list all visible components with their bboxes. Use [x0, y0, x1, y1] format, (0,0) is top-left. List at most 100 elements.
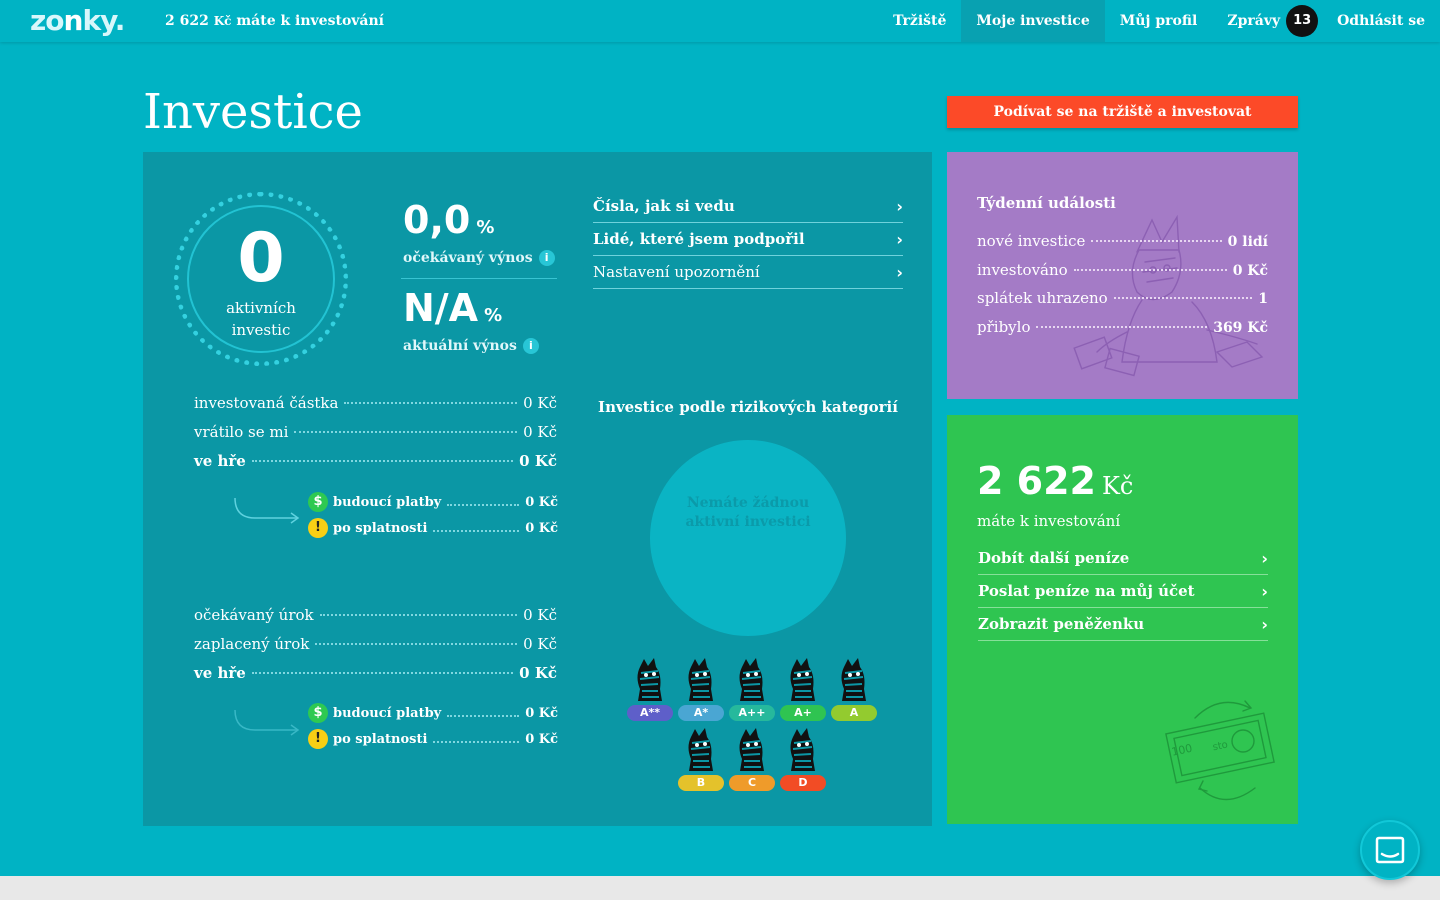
header-balance-currency: Kč [213, 14, 232, 28]
link-withdraw-label: Poslat peníze na můj účet [978, 582, 1195, 600]
interest-in-play-row: ve hře 0 Kč [194, 664, 557, 693]
nav-market[interactable]: Tržiště [893, 13, 947, 29]
row-label: očekávaný úrok [194, 606, 314, 624]
risk-rating-item: B [678, 727, 724, 791]
link-show-wallet-label: Zobrazit peněženku [978, 615, 1145, 633]
link-top-up[interactable]: Dobít další peníze › [978, 542, 1268, 575]
link-my-stats-label: Čísla, jak si vedu [593, 197, 735, 215]
info-icon[interactable]: i [538, 250, 555, 266]
page: zonky. 2 622 Kč máte k investování Tržiš… [0, 0, 1440, 880]
wallet-amount: 2 622 Kč [977, 459, 1133, 503]
risk-rating-item: A+ [780, 657, 826, 721]
row-label: budoucí platby [333, 705, 442, 721]
go-to-market-button[interactable]: Podívat se na tržiště a investovat [947, 96, 1298, 128]
chevron-right-icon: › [896, 196, 903, 216]
dotted-leader [433, 530, 520, 532]
risk-rating-pill: A++ [729, 705, 775, 721]
zebra-head-icon [739, 658, 764, 701]
expected-yield-value: 0,0 [403, 198, 471, 242]
chevron-right-icon: › [1261, 548, 1268, 568]
nav-messages-label: Zprávy [1227, 13, 1281, 29]
row-label: po splatnosti [333, 731, 428, 747]
banknote-illustration-icon: 100 sto [1165, 700, 1275, 801]
dotted-leader [344, 402, 518, 404]
zebra-head-icon [841, 658, 866, 701]
zebra-head-icon [790, 658, 815, 701]
weekly-events-title: Týdenní události [977, 194, 1116, 212]
nav-logout[interactable]: Odhlásit se [1337, 13, 1425, 29]
link-show-wallet[interactable]: Zobrazit peněženku › [978, 608, 1268, 641]
stat-divider [401, 278, 557, 279]
principal-future-row: $ budoucí platby 0 Kč [308, 489, 558, 515]
row-label: 0 Kč [525, 520, 558, 536]
principal-returned-row: vrátilo se mi 0 Kč [194, 423, 557, 452]
link-supported-people-label: Lidé, které jsem podpořil [593, 230, 805, 248]
dotted-leader [447, 504, 520, 506]
link-notification-settings[interactable]: Nastavení upozornění › [593, 256, 903, 289]
chat-icon [1375, 836, 1405, 864]
risk-rating-pill: C [729, 775, 775, 791]
row-label: 0 Kč [525, 494, 558, 510]
arrow-icon [234, 497, 300, 524]
link-withdraw[interactable]: Poslat peníze na můj účet › [978, 575, 1268, 608]
interest-summary: očekávaný úrok 0 Kč zaplacený úrok 0 Kč ve… [194, 606, 557, 693]
nav-my-profile[interactable]: Můj profil [1119, 13, 1198, 29]
banknote-sto-label: sto [1212, 739, 1229, 753]
risk-rating-item: A++ [729, 657, 775, 721]
risk-rating-item: A [831, 657, 877, 721]
row-label: po splatnosti [333, 520, 428, 536]
dotted-leader [1113, 297, 1253, 299]
interest-future-row: $ budoucí platby 0 Kč [308, 700, 558, 726]
weekly-events-card: Týdenní události nové investice 0 lidí in… [947, 152, 1298, 399]
dotted-leader [294, 431, 518, 433]
arrow-icon [234, 709, 300, 736]
info-icon[interactable]: i [522, 338, 539, 354]
principal-overdue-row: ! po splatnosti 0 Kč [308, 515, 558, 541]
header-balance-text: máte k investování [236, 13, 384, 29]
risk-rating-pill: A+ [780, 705, 826, 721]
chat-button[interactable] [1360, 820, 1420, 880]
row-label: budoucí platby [333, 494, 442, 510]
current-yield-value: N/A [403, 286, 479, 330]
dollar-icon: $ [308, 703, 328, 723]
row-value: 1 [1258, 291, 1268, 307]
row-value: 369 Kč [1213, 319, 1268, 336]
dotted-leader [433, 741, 520, 743]
active-investments-label: aktivních investic [179, 297, 343, 341]
dotted-leader [319, 614, 518, 616]
risk-rating-pill: B [678, 775, 724, 791]
row-value: 0 Kč [523, 423, 557, 441]
dotted-leader [315, 643, 518, 645]
row-label: zaplacený úrok [194, 635, 310, 653]
nav-my-investments[interactable]: Moje investice [961, 0, 1105, 42]
link-notification-settings-label: Nastavení upozornění [593, 263, 760, 281]
active-label-line-2: investic [231, 321, 291, 339]
investments-panel: 0 aktivních investic 0,0% očekávaný výno… [143, 152, 932, 826]
risk-rating-pill: A** [627, 705, 673, 721]
page-title: Investice [143, 84, 363, 140]
risk-chart-title: Investice podle rizikových kategorií [598, 398, 898, 416]
empty-chart-message: Nemáte žádnou aktivní investici [650, 494, 846, 532]
link-supported-people[interactable]: Lidé, které jsem podpořil › [593, 223, 903, 256]
empty-chart-text: aktivní investici [685, 514, 811, 530]
active-investments-ring: 0 aktivních investic [174, 192, 348, 366]
chevron-right-icon: › [896, 229, 903, 249]
investment-links: Čísla, jak si vedu › Lidé, které jsem pod… [593, 190, 903, 289]
link-my-stats[interactable]: Čísla, jak si vedu › [593, 190, 903, 223]
dotted-leader [1036, 325, 1208, 328]
weekly-gained-row: přibylo 369 Kč [977, 318, 1268, 347]
row-label: přibylo [977, 317, 1031, 336]
weekly-repayments-row: splátek uhrazeno 1 [977, 289, 1268, 318]
risk-pie-chart: Nemáte žádnou aktivní investici [650, 440, 846, 636]
dotted-leader [1091, 240, 1222, 242]
zonky-logo[interactable]: zonky. [30, 4, 125, 37]
active-label-line-1: aktivních [226, 299, 296, 317]
dotted-leader [251, 460, 514, 462]
nav-messages[interactable]: Zprávy 13 [1212, 0, 1322, 42]
risk-rating-item: A* [678, 657, 724, 721]
row-label: 0 Kč [525, 731, 558, 747]
wallet-links: Dobít další peníze › Poslat peníze na můj… [978, 542, 1268, 641]
risk-rating-pill: D [780, 775, 826, 791]
current-yield: N/A% aktuální výnos i [403, 288, 539, 354]
